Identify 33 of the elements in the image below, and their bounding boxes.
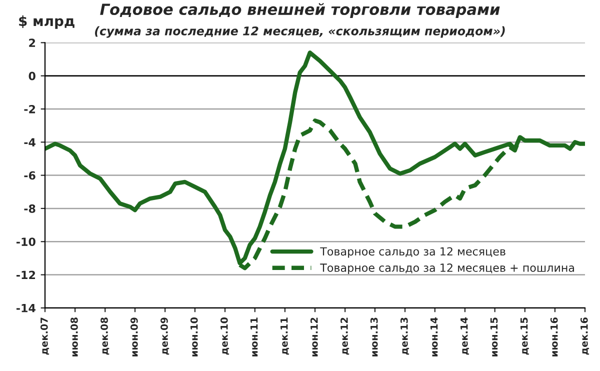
x-tick-label: июн.15 xyxy=(490,318,498,356)
y-tick-label: -6 xyxy=(24,171,36,180)
y-tick-label: -8 xyxy=(24,204,36,213)
x-tick-label: июн.11 xyxy=(250,318,258,356)
x-tick-label: дек.07 xyxy=(40,318,50,355)
y-tick-label: -14 xyxy=(16,304,36,312)
x-tick-label: июн.14 xyxy=(430,317,438,356)
x-tick-label: июн.13 xyxy=(370,318,378,356)
x-tick-label: июн.12 xyxy=(310,318,318,356)
chart-subtitle: (сумма за последние 12 месяцев, «скользящим периодом») xyxy=(95,26,505,38)
y-tick-label: -4 xyxy=(24,138,36,146)
x-tick-label: июн.08 xyxy=(70,318,78,356)
x-tick-label: дек.09 xyxy=(160,318,170,355)
x-tick-label: дек.12 xyxy=(340,318,350,355)
y-tick-label: -2 xyxy=(24,104,36,114)
x-tick-label: дек.11 xyxy=(280,318,289,355)
x-tick-label: дек.15 xyxy=(520,318,529,355)
y-axis-title: $ млрд xyxy=(19,15,74,29)
x-tick-label: дек.16 xyxy=(580,317,590,355)
x-tick-label: июн.16 xyxy=(550,317,558,356)
chart-title: Годовое сальдо внешней торговли товарами xyxy=(100,3,500,18)
legend-label: Товарное сальдо за 12 месяцев + пошлина xyxy=(320,264,574,274)
x-tick-label: июн.09 xyxy=(130,318,138,356)
x-tick-label: дек.10 xyxy=(220,317,230,355)
x-tick-label: дек.13 xyxy=(400,318,410,355)
x-tick-label: дек.08 xyxy=(100,318,110,355)
y-tick-label: -10 xyxy=(16,238,36,246)
x-tick-label: июн.10 xyxy=(190,317,198,356)
y-tick-label: 2 xyxy=(29,38,36,47)
y-tick-label: 0 xyxy=(28,72,36,80)
legend-label: Товарное сальдо за 12 месяцев xyxy=(320,247,506,258)
x-tick-label: дек.14 xyxy=(460,317,469,355)
y-tick-label: -12 xyxy=(16,270,36,279)
